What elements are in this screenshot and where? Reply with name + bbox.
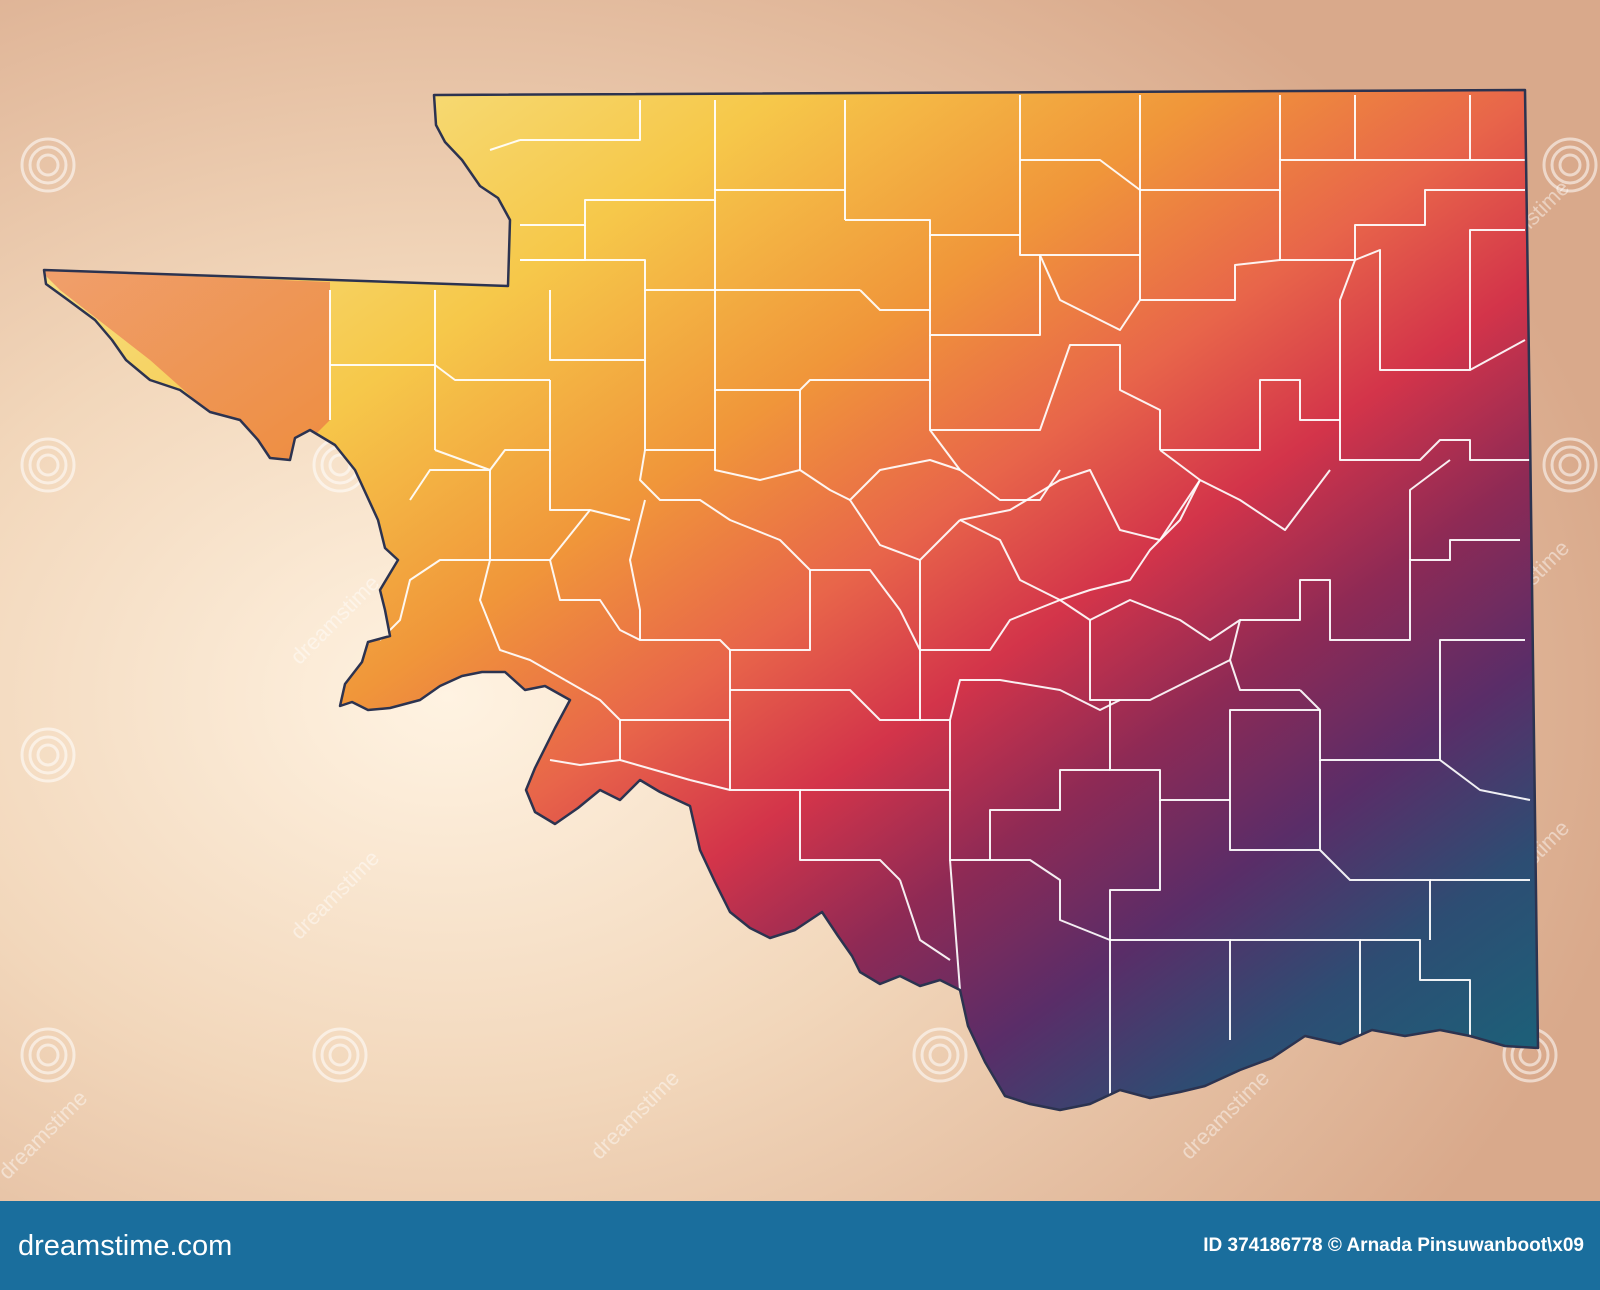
county-border-54 [379,559,490,641]
dreamstime-swirl-icon [20,727,76,783]
dreamstime-swirl-icon [20,137,76,193]
county-border-35 [1354,229,1525,371]
county-border-75 [989,769,1110,860]
county-border-25 [929,255,1041,336]
county-border-52 [549,450,631,521]
county-border-36 [1469,339,1526,371]
county-border-33 [1160,379,1340,451]
county-border-73 [1319,849,1431,940]
dreamstime-swirl-icon [20,437,76,493]
dreamstime-swirl-icon [1542,137,1598,193]
county-border-1 [520,100,641,141]
county-border-83 [899,879,951,961]
footer-credit: ID 374186778 © Arnada Pinsuwanboot\x09 [1203,1235,1584,1256]
county-border-70 [1109,800,1161,940]
county-border-32 [929,344,1161,450]
county-border-2 [489,139,521,151]
county-border-29 [644,360,716,451]
county-border-42 [929,429,1061,501]
dreamstime-swirl-icon [912,1027,968,1083]
county-border-22 [549,290,646,361]
county-border-47 [639,449,811,571]
county-border-48 [810,569,921,651]
dreamstime-swirl-icon [1542,437,1598,493]
county-border-45 [799,390,851,501]
county-border-31 [409,449,491,501]
county-border-28 [714,290,931,391]
county-border-74 [949,790,1111,941]
county-border-72 [1229,760,1321,851]
county-border-64 [1089,599,1300,691]
county-border-44 [849,459,961,561]
county-border-16 [1019,160,1140,256]
county-border-15 [1140,159,1525,191]
dreamstime-swirl-icon [20,1027,76,1083]
county-border-55 [479,559,566,681]
county-border-68 [1299,639,1525,761]
county-border-30 [489,380,551,471]
county-border-13 [845,219,1020,236]
county-border-80 [1439,759,1531,801]
county-border-84 [689,779,731,791]
county-border-24 [859,235,931,311]
county-borders [329,95,1531,1100]
county-border-67 [1409,459,1451,560]
county-border-78 [1360,939,1471,1036]
county-border-51 [629,499,731,651]
county-border-69 [1109,700,1230,801]
county-border-50 [730,650,921,721]
county-border-34 [1339,259,1356,420]
county-border-10 [520,189,845,226]
county-border-27 [1140,259,1281,301]
county-border-63 [1059,599,1120,701]
footer-brand[interactable]: dreamstime.com [18,1230,233,1262]
county-border-26 [1039,254,1141,331]
county-border-14 [1020,159,1141,191]
county-border-60 [729,720,901,881]
county-border-23 [330,364,550,381]
county-border-37 [1339,420,1530,461]
county-border-65 [1120,659,1231,701]
county-border-38 [1159,449,1331,531]
county-border-43 [919,519,1061,651]
county-border-71 [1229,709,1320,800]
county-border-49 [729,570,811,690]
footer-bar: dreamstime.com ID 374186778 © Arnada Pin… [0,1201,1600,1290]
panhandle-region [44,270,330,470]
county-border-39 [1059,479,1201,601]
county-border-56 [549,559,641,641]
county-border-82 [949,859,961,991]
county-border-53 [489,470,591,561]
oklahoma-state-fill [44,90,1538,1110]
county-border-40 [959,519,1061,601]
county-border-66 [1240,539,1520,641]
state-outline [42,88,1540,1112]
county-border-59 [619,759,691,781]
dreamstime-swirl-icon [312,1027,368,1083]
county-border-61 [800,719,951,791]
county-border-46 [714,450,801,481]
county-border-41 [959,469,1201,541]
county-border-62 [949,679,1121,721]
county-border-57 [549,679,621,766]
